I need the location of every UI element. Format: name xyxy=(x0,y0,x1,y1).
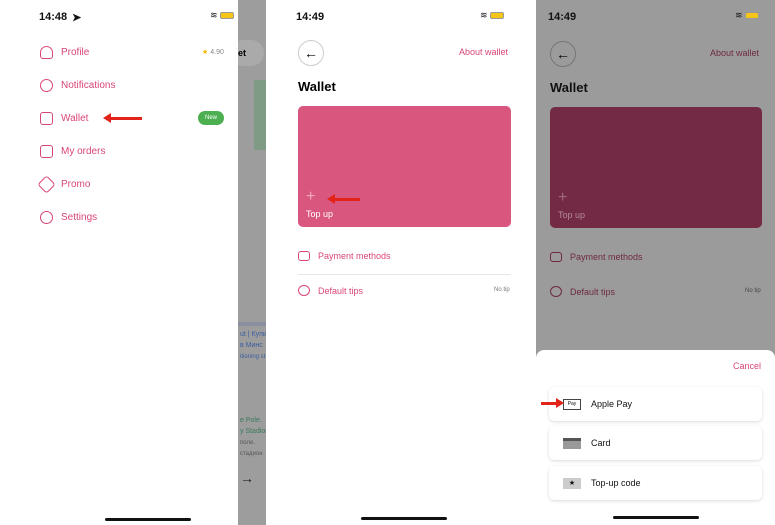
menu-item-promo[interactable]: Promo xyxy=(37,175,91,194)
card-icon xyxy=(563,437,581,449)
row-label: Default tips xyxy=(570,286,616,297)
cancel-button[interactable]: Cancel xyxy=(733,361,762,371)
status-icons: ≋ xyxy=(735,10,760,21)
user-icon xyxy=(40,46,53,59)
battery-icon xyxy=(490,12,505,20)
apple-pay-icon: Pay xyxy=(563,398,581,410)
coins-icon xyxy=(550,286,562,297)
menu-label: Promo xyxy=(61,179,91,190)
menu-label: Wallet xyxy=(61,113,89,124)
top-up-button[interactable]: Top up xyxy=(306,209,334,219)
status-time: 14:49 xyxy=(548,11,577,23)
map-park xyxy=(254,80,266,150)
status-time: 14:49 xyxy=(296,11,325,23)
wallet-card: + Top up xyxy=(550,107,762,228)
default-tips-value: No tip xyxy=(745,288,761,294)
option-card[interactable]: Card xyxy=(549,426,762,460)
top-up-button: Top up xyxy=(558,210,586,220)
option-label: Top-up code xyxy=(591,478,641,488)
about-wallet-link[interactable]: About wallet xyxy=(459,47,509,57)
home-indicator xyxy=(613,516,699,519)
rating-value: 4.90 xyxy=(210,49,224,56)
map-label: e Pole. xyxy=(240,417,262,424)
row-label: Default tips xyxy=(318,285,364,296)
menu-label: Profile xyxy=(61,47,90,58)
map-road xyxy=(238,322,266,326)
battery-icon xyxy=(745,12,760,20)
coins-icon xyxy=(298,285,310,296)
map-background: et ut | Купи в Минс itioning st e Pole. … xyxy=(238,0,266,525)
home-indicator xyxy=(361,517,447,520)
map-label: поле. xyxy=(240,440,255,446)
location-icon: ➤ xyxy=(72,12,82,24)
menu-item-profile[interactable]: Profile xyxy=(40,46,89,59)
page-title: Wallet xyxy=(298,79,336,94)
row-label: Payment methods xyxy=(318,251,391,261)
map-label: y Stadion xyxy=(240,428,266,435)
back-button[interactable]: ← xyxy=(298,40,324,66)
bell-icon xyxy=(40,79,53,92)
new-badge: New xyxy=(198,111,224,125)
option-label: Card xyxy=(591,438,611,448)
menu-label: My orders xyxy=(61,146,106,157)
status-icons: ≋ xyxy=(210,10,235,21)
menu-item-wallet[interactable]: Wallet xyxy=(40,112,88,125)
divider xyxy=(298,274,511,275)
payment-methods-row[interactable]: Payment methods xyxy=(298,251,391,261)
rating: ★ 4.90 xyxy=(202,48,224,56)
default-tips-row[interactable]: Default tips xyxy=(298,285,363,296)
menu-item-notifications[interactable]: Notifications xyxy=(40,79,115,92)
default-tips-row: Default tips xyxy=(550,286,615,297)
star-icon: ★ xyxy=(202,49,209,56)
menu-label: Settings xyxy=(61,212,98,223)
tag-icon xyxy=(37,175,56,194)
plus-icon: + xyxy=(558,189,568,206)
home-indicator xyxy=(105,518,191,521)
map-label: стадион xyxy=(240,451,263,457)
wallet-card: + Top up xyxy=(298,106,511,227)
map-button[interactable]: et xyxy=(238,40,264,66)
cards-icon xyxy=(550,252,562,262)
payment-methods-row: Payment methods xyxy=(550,252,643,262)
arrow-right-icon[interactable]: → xyxy=(240,470,254,486)
menu-item-settings[interactable]: Settings xyxy=(40,211,97,224)
status-time: 14:48 xyxy=(39,11,68,23)
default-tips-value: No tip xyxy=(494,287,510,293)
map-label: itioning st xyxy=(240,354,266,360)
page-title: Wallet xyxy=(550,80,588,95)
map-label: в Минс xyxy=(240,342,263,349)
option-apple-pay[interactable]: Pay Apple Pay xyxy=(549,387,762,421)
annotation-arrow xyxy=(327,194,360,204)
book-icon xyxy=(40,145,53,158)
wallet-icon xyxy=(40,112,53,125)
map-label: ut | Купи xyxy=(240,331,266,338)
battery-icon xyxy=(220,12,235,20)
option-label: Apple Pay xyxy=(591,399,633,409)
status-icons: ≋ xyxy=(480,10,505,21)
annotation-arrow xyxy=(541,398,564,408)
star-code-icon: ★ xyxy=(563,477,581,489)
arrow-left-icon: ← xyxy=(304,45,318,61)
plus-icon[interactable]: + xyxy=(306,188,316,205)
back-button: ← xyxy=(550,41,576,67)
gear-icon xyxy=(40,211,53,224)
option-top-up-code[interactable]: ★ Top-up code xyxy=(549,466,762,500)
about-wallet-link: About wallet xyxy=(710,48,760,58)
cards-icon xyxy=(298,251,310,261)
menu-label: Notifications xyxy=(61,80,116,91)
annotation-arrow xyxy=(103,113,142,123)
arrow-left-icon: ← xyxy=(556,46,570,62)
row-label: Payment methods xyxy=(570,252,643,262)
menu-item-my-orders[interactable]: My orders xyxy=(40,145,105,158)
